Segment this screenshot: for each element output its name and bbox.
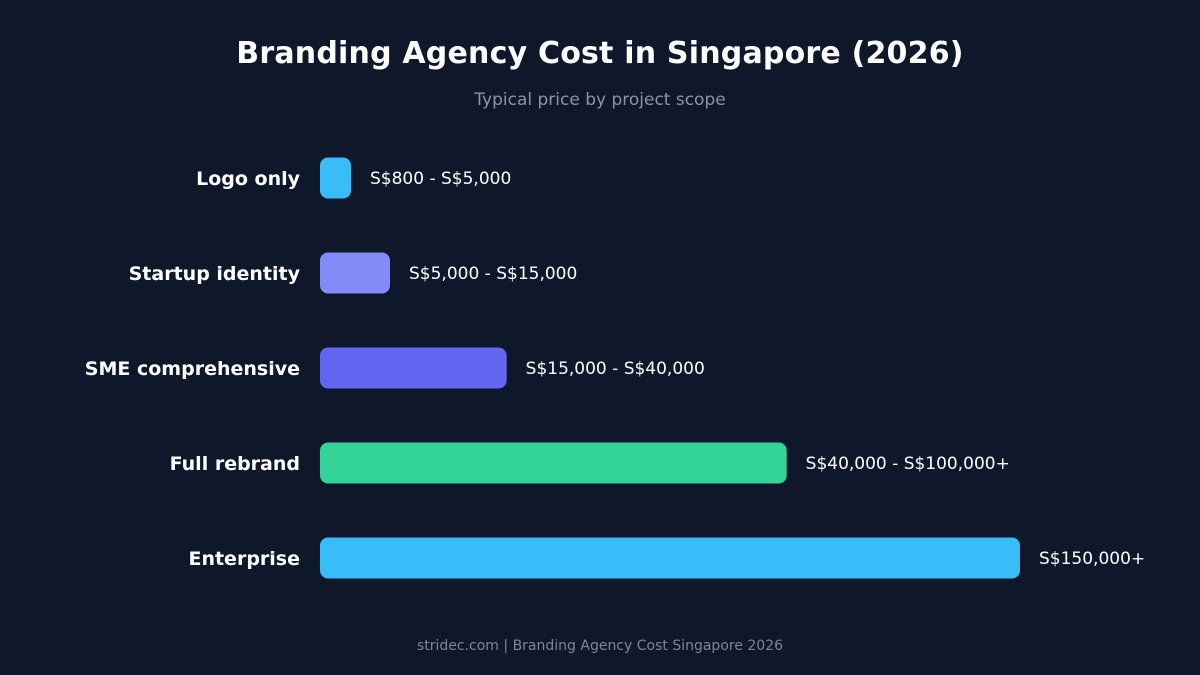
bar-sme-comprehensive [320, 347, 507, 389]
bar-logo-only [320, 157, 351, 199]
value-label: S$15,000 - S$40,000 [526, 359, 705, 379]
footer-credit: stridec.com | Branding Agency Cost Singa… [416, 638, 784, 654]
category-label: Startup identity [129, 263, 301, 285]
value-label: S$5,000 - S$15,000 [409, 264, 577, 284]
bar-startup-identity [320, 252, 390, 294]
category-label: Full rebrand [170, 453, 300, 475]
category-label: Logo only [196, 168, 301, 190]
value-label: S$150,000+ [1039, 549, 1145, 569]
chart-subtitle: Typical price by project scope [474, 90, 726, 110]
bar-enterprise [320, 537, 1020, 579]
chart-title: Branding Agency Cost in Singapore (2026) [236, 36, 964, 71]
bar-full-rebrand [320, 442, 787, 484]
category-label: SME comprehensive [85, 358, 300, 380]
value-label: S$40,000 - S$100,000+ [806, 454, 1010, 474]
value-label: S$800 - S$5,000 [370, 169, 511, 189]
category-label: Enterprise [188, 548, 300, 570]
